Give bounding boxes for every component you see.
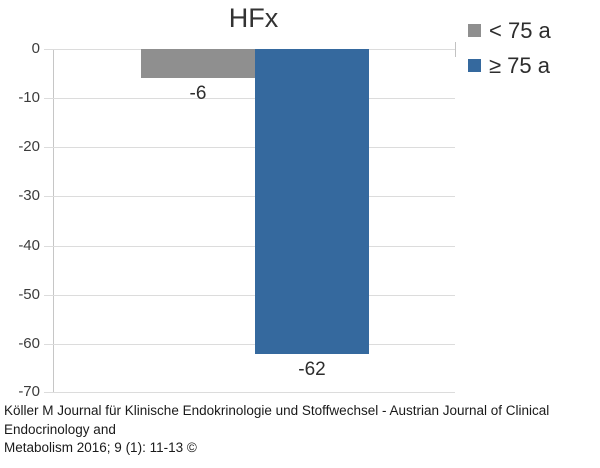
bar-value-label: -62	[298, 359, 326, 380]
legend-swatch	[468, 24, 481, 37]
bar-ge75	[255, 49, 369, 354]
gridline	[44, 392, 455, 393]
plot-area: -6 -62	[44, 42, 456, 393]
y-axis-tick-label: -40	[18, 237, 40, 254]
gridline	[44, 147, 455, 148]
gridline	[44, 98, 455, 99]
legend: < 75 a ≥ 75 a	[468, 13, 551, 83]
bar-value-label: -6	[189, 83, 207, 104]
gridline	[44, 295, 455, 296]
y-axis-tick-label: -20	[18, 138, 40, 155]
legend-item-label: ≥ 75 a	[489, 52, 551, 78]
zero-axis-right-tick	[455, 42, 456, 57]
citation-line-1: Köller M Journal für Klinische Endokrino…	[4, 403, 550, 437]
legend-swatch	[468, 59, 481, 72]
y-axis-tick-label: -50	[18, 286, 40, 303]
chart-title: HFx	[228, 3, 279, 33]
y-axis-tick-label: -70	[18, 383, 40, 400]
bar-lt75	[141, 49, 255, 78]
legend-item: ≥ 75 a	[468, 48, 551, 83]
citation: Köller M Journal für Klinische Endokrino…	[4, 402, 598, 458]
citation-line-2: Metabolism 2016; 9 (1): 11-13 ©	[4, 440, 197, 455]
legend-item-label: < 75 a	[489, 17, 551, 43]
legend-item: < 75 a	[468, 13, 551, 48]
gridline	[44, 246, 455, 247]
gridline	[44, 196, 455, 197]
y-axis-tick-label: -30	[18, 187, 40, 204]
y-axis-tick-label: 0	[31, 40, 40, 57]
y-axis-tick-label: -10	[18, 89, 40, 106]
y-axis-tick-label: -60	[18, 335, 40, 352]
gridline	[44, 344, 455, 345]
